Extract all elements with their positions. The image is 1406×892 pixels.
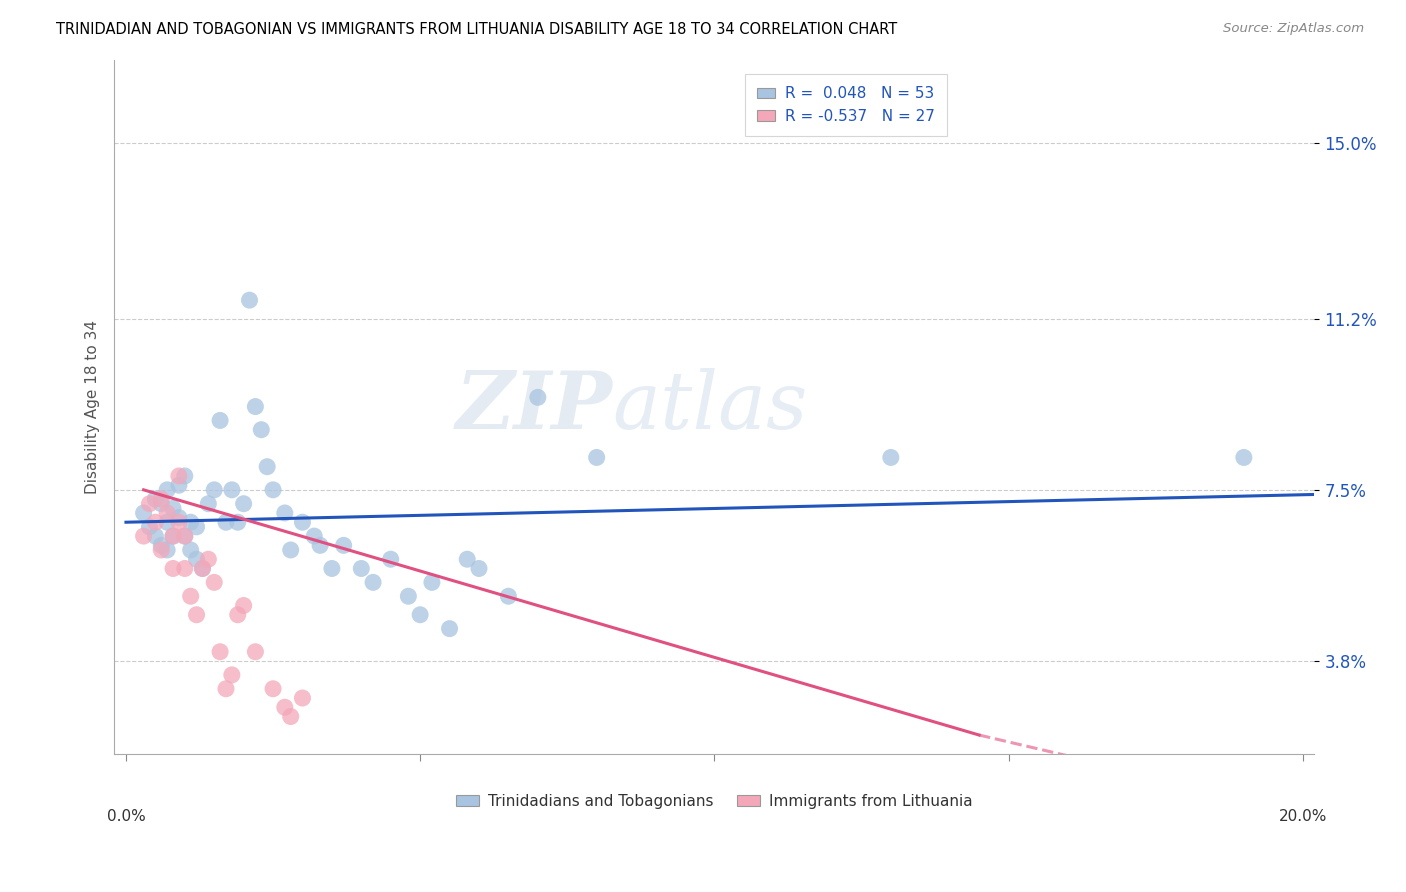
- Point: [145, 515, 167, 529]
- Point: [350, 561, 373, 575]
- Point: [197, 552, 219, 566]
- Point: [880, 450, 903, 465]
- Point: [145, 529, 167, 543]
- Point: [186, 520, 208, 534]
- Point: [180, 543, 202, 558]
- Point: [202, 483, 225, 497]
- Point: [167, 478, 190, 492]
- Point: [332, 538, 354, 552]
- Point: [256, 459, 278, 474]
- Point: [173, 529, 195, 543]
- Point: [456, 552, 478, 566]
- Point: [150, 543, 173, 558]
- Text: 20.0%: 20.0%: [1278, 809, 1327, 824]
- Point: [173, 469, 195, 483]
- Point: [226, 607, 249, 622]
- Legend: Trinidadians and Tobagonians, Immigrants from Lithuania: Trinidadians and Tobagonians, Immigrants…: [450, 788, 979, 815]
- Point: [232, 497, 254, 511]
- Point: [245, 645, 267, 659]
- Point: [173, 561, 195, 575]
- Point: [132, 529, 155, 543]
- Point: [262, 681, 284, 696]
- Point: [173, 529, 195, 543]
- Point: [309, 538, 332, 552]
- Point: [221, 668, 243, 682]
- Point: [197, 497, 219, 511]
- Point: [280, 709, 302, 723]
- Point: [221, 483, 243, 497]
- Point: [585, 450, 607, 465]
- Point: [291, 691, 314, 706]
- Point: [250, 423, 273, 437]
- Point: [138, 497, 160, 511]
- Text: atlas: atlas: [612, 368, 807, 445]
- Point: [167, 510, 190, 524]
- Point: [361, 575, 384, 590]
- Point: [468, 561, 491, 575]
- Point: [245, 400, 267, 414]
- Point: [150, 538, 173, 552]
- Point: [215, 515, 238, 529]
- Y-axis label: Disability Age 18 to 34: Disability Age 18 to 34: [86, 319, 100, 493]
- Point: [439, 622, 461, 636]
- Point: [145, 492, 167, 507]
- Point: [498, 589, 520, 603]
- Text: TRINIDADIAN AND TOBAGONIAN VS IMMIGRANTS FROM LITHUANIA DISABILITY AGE 18 TO 34 : TRINIDADIAN AND TOBAGONIAN VS IMMIGRANTS…: [56, 22, 897, 37]
- Point: [156, 515, 179, 529]
- Point: [396, 589, 419, 603]
- Point: [238, 293, 260, 308]
- Point: [209, 645, 232, 659]
- Point: [302, 529, 325, 543]
- Text: 0.0%: 0.0%: [107, 809, 145, 824]
- Point: [274, 700, 297, 714]
- Point: [380, 552, 402, 566]
- Point: [162, 529, 184, 543]
- Point: [1233, 450, 1256, 465]
- Point: [420, 575, 443, 590]
- Point: [186, 552, 208, 566]
- Point: [162, 561, 184, 575]
- Point: [162, 501, 184, 516]
- Point: [191, 561, 214, 575]
- Point: [262, 483, 284, 497]
- Point: [132, 506, 155, 520]
- Point: [162, 529, 184, 543]
- Point: [156, 543, 179, 558]
- Point: [209, 413, 232, 427]
- Point: [186, 607, 208, 622]
- Point: [409, 607, 432, 622]
- Point: [202, 575, 225, 590]
- Point: [321, 561, 343, 575]
- Point: [138, 520, 160, 534]
- Point: [150, 497, 173, 511]
- Point: [291, 515, 314, 529]
- Point: [226, 515, 249, 529]
- Point: [150, 492, 173, 507]
- Point: [156, 483, 179, 497]
- Point: [274, 506, 297, 520]
- Text: ZIP: ZIP: [456, 368, 612, 445]
- Point: [215, 681, 238, 696]
- Point: [232, 599, 254, 613]
- Point: [191, 561, 214, 575]
- Point: [167, 515, 190, 529]
- Point: [156, 506, 179, 520]
- Point: [280, 543, 302, 558]
- Point: [180, 515, 202, 529]
- Point: [180, 589, 202, 603]
- Text: Source: ZipAtlas.com: Source: ZipAtlas.com: [1223, 22, 1364, 36]
- Point: [167, 469, 190, 483]
- Point: [527, 390, 550, 404]
